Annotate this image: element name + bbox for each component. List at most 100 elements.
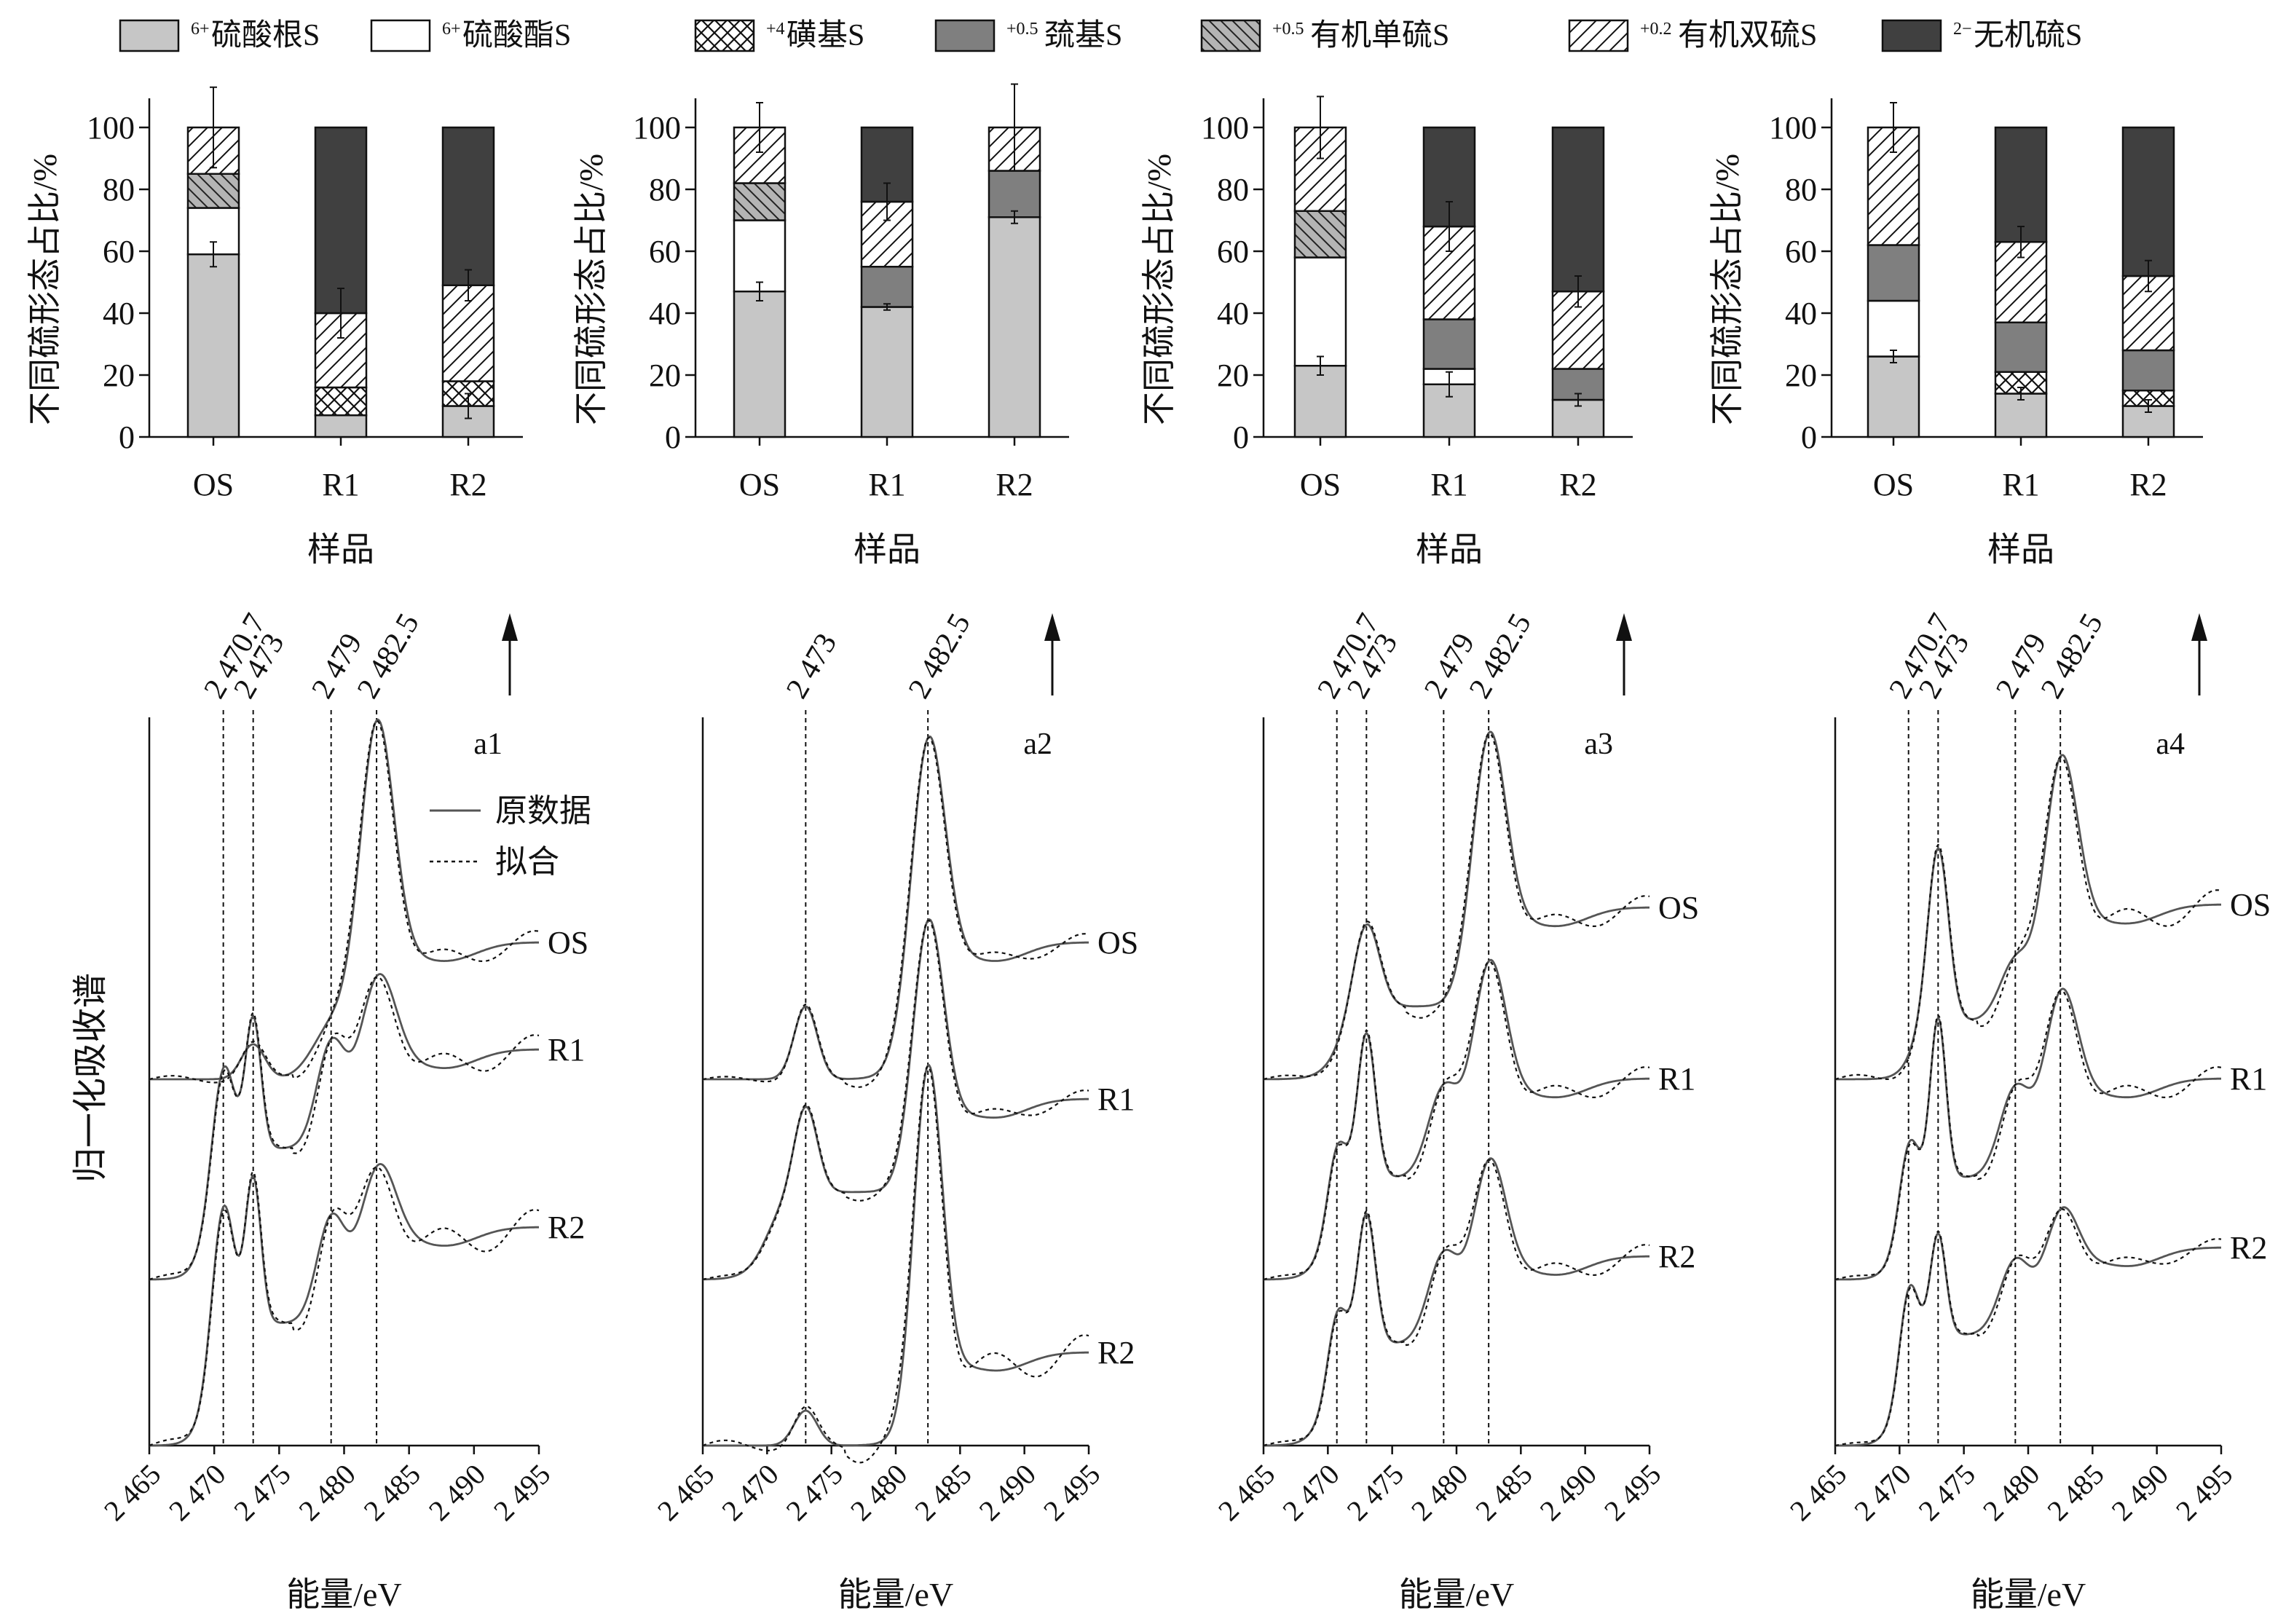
bar-category-label: R1 bbox=[2002, 467, 2039, 502]
bar-segment-disulfide bbox=[314, 312, 368, 389]
arrow-up-icon-head bbox=[1616, 613, 1632, 641]
legend-swatch-sulfonate bbox=[694, 19, 755, 52]
bar-panel-4: 0 20 40 60 80 100 不同硫形态占比/% 样品 OS R1 R2 bbox=[1708, 98, 2203, 568]
spectrum-label: R1 bbox=[548, 1032, 585, 1068]
bar-segment-thiol bbox=[860, 266, 914, 308]
bar-segment-monosulfide bbox=[733, 182, 787, 221]
legend-item-disulfide: +0.2 有机双硫S bbox=[1568, 19, 1817, 52]
spectrum-raw-R1 bbox=[702, 918, 1089, 1281]
bar-y-tick-label: 60 bbox=[649, 234, 681, 269]
spectra-y-axis-label: 归一化吸收谱 bbox=[71, 973, 110, 1183]
bar-segment-sulfate bbox=[988, 216, 1041, 438]
spectrum-label: R2 bbox=[1097, 1335, 1135, 1371]
spectrum-fit-OS bbox=[1263, 732, 1650, 1080]
bar-category-label: R2 bbox=[1559, 467, 1596, 502]
bar-segment-sulfate bbox=[314, 414, 368, 438]
legend-sup-disulfide: +0.2 bbox=[1640, 20, 1672, 39]
bar-segment-inorganic bbox=[314, 126, 368, 315]
legend-label-monosulfide: 有机单硫S bbox=[1310, 19, 1449, 52]
spectra-x-tick-label: 2 495 bbox=[487, 1458, 556, 1527]
bar-y-tick-label: 60 bbox=[103, 234, 135, 269]
spectra-x-tick-label: 2 480 bbox=[844, 1458, 913, 1527]
spectra-x-tick-label: 2 470 bbox=[715, 1458, 784, 1527]
legend-item-thiol: +0.5 巯基S bbox=[934, 19, 1122, 52]
spectrum-fit-OS bbox=[702, 736, 1089, 1088]
spectra-x-tick-label: 2 470 bbox=[1848, 1458, 1917, 1527]
bar-category-label: OS bbox=[193, 467, 234, 502]
spectrum-raw-OS bbox=[1835, 754, 2221, 1081]
spectra-x-tick-label: 2 495 bbox=[2169, 1458, 2239, 1527]
bar-y-tick-label: 40 bbox=[103, 296, 135, 331]
spectrum-fit-OS bbox=[149, 720, 540, 1084]
spectrum-fit-OS bbox=[1834, 756, 2222, 1081]
legend-item-inorganic: 2− 无机硫S bbox=[1881, 19, 2082, 52]
bar-category-label: R1 bbox=[868, 467, 905, 502]
spectra-x-tick-label: 2 465 bbox=[98, 1458, 167, 1527]
legend-swatch-inorganic bbox=[1881, 19, 1942, 52]
spectrum-raw-OS bbox=[1264, 730, 1649, 1081]
legend-swatch-disulfide bbox=[1568, 19, 1629, 52]
bar-category-label: OS bbox=[739, 467, 780, 502]
legend-sup-thiol: +0.5 bbox=[1006, 20, 1038, 39]
spectra-x-tick-label: 2 490 bbox=[1534, 1458, 1603, 1527]
bar-segment-sulfonate bbox=[314, 386, 368, 417]
spectrum-raw-R2 bbox=[703, 1064, 1089, 1447]
spectra-x-axis-label: 能量/eV bbox=[1971, 1576, 2086, 1613]
bar-segment-thiol bbox=[1422, 318, 1476, 370]
bar-segment-sulfate bbox=[860, 306, 914, 438]
spectra-x-tick-label: 2 495 bbox=[1598, 1458, 1667, 1527]
legend-sup-monosulfide: +0.5 bbox=[1272, 20, 1304, 39]
bar-y-tick-label: 20 bbox=[1217, 358, 1249, 393]
arrow-up-icon-head bbox=[2191, 613, 2207, 641]
spectra-x-tick-label: 2 475 bbox=[780, 1458, 849, 1527]
bar-segment-sulfate bbox=[1867, 355, 1920, 438]
spectrum-raw-R2 bbox=[149, 1162, 539, 1447]
bar-y-tick-label: 80 bbox=[1217, 172, 1249, 208]
bar-y-axis-label: 不同硫形态占比/% bbox=[572, 154, 610, 425]
bar-y-tick-label: 100 bbox=[1201, 110, 1249, 146]
bar-x-axis-label: 样品 bbox=[1416, 531, 1483, 568]
legend-item-sulfonate: +4 磺基S bbox=[694, 19, 864, 52]
legend: 6+ 硫酸根S 6+ 硫酸酯S +4 磺基S +0.5 巯基S +0.5 有机单硫S +0.2 有机双… bbox=[119, 19, 2082, 52]
spectra-x-tick-label: 2 480 bbox=[1405, 1458, 1474, 1527]
panel-label: a2 bbox=[1023, 728, 1052, 761]
bar-segment-inorganic bbox=[441, 126, 495, 286]
spectra-x-tick-label: 2 465 bbox=[1783, 1458, 1853, 1527]
spectra-x-tick-label: 2 495 bbox=[1037, 1458, 1106, 1527]
spectrum-label: R2 bbox=[548, 1210, 585, 1245]
bar-segment-thiol bbox=[2121, 349, 2175, 392]
spectrum-raw-OS bbox=[703, 735, 1089, 1081]
bar-y-tick-label: 20 bbox=[1785, 358, 1817, 393]
arrow-up-icon-head bbox=[502, 613, 518, 641]
fit-legend-raw-label: 原数据 bbox=[495, 793, 591, 829]
bar-panel-1: 0 20 40 60 80 100 不同硫形态占比/% 样品 OS R1 R2 bbox=[26, 86, 523, 568]
legend-item-monosulfide: +0.5 有机单硫S bbox=[1200, 19, 1449, 52]
spectra-x-tick-label: 2 465 bbox=[651, 1458, 720, 1527]
spectrum-fit-R1 bbox=[702, 919, 1089, 1280]
bar-y-tick-label: 100 bbox=[1769, 110, 1817, 146]
legend-label-sulfate: 硫酸根S bbox=[211, 19, 320, 52]
bar-y-tick-label: 40 bbox=[1217, 296, 1249, 331]
reference-line-label: 2 473 bbox=[780, 628, 843, 704]
bar-x-axis-label: 样品 bbox=[307, 531, 374, 568]
bar-category-label: R1 bbox=[1430, 467, 1467, 502]
spectra-x-tick-label: 2 485 bbox=[908, 1458, 977, 1527]
spectra-x-axis-label: 能量/eV bbox=[838, 1576, 953, 1613]
bar-category-label: OS bbox=[1873, 467, 1914, 502]
spectrum-fit-R2 bbox=[702, 1065, 1089, 1464]
bar-x-axis-label: 样品 bbox=[1987, 531, 2054, 568]
spectrum-label: OS bbox=[548, 925, 588, 961]
spectrum-label: R1 bbox=[2230, 1061, 2267, 1097]
bar-segment-ester bbox=[1867, 299, 1920, 358]
spectrum-fit-R2 bbox=[1263, 1159, 1650, 1446]
legend-swatch-thiol bbox=[934, 19, 996, 52]
bar-segment-sulfate bbox=[1994, 393, 2048, 438]
spectrum-raw-R1 bbox=[1835, 988, 2221, 1281]
spectra-x-tick-label: 2 475 bbox=[1912, 1458, 1982, 1527]
spectrum-label: R1 bbox=[1658, 1061, 1695, 1097]
reference-line-label: 2 482.5 bbox=[902, 608, 977, 704]
bar-y-tick-label: 100 bbox=[87, 110, 135, 146]
